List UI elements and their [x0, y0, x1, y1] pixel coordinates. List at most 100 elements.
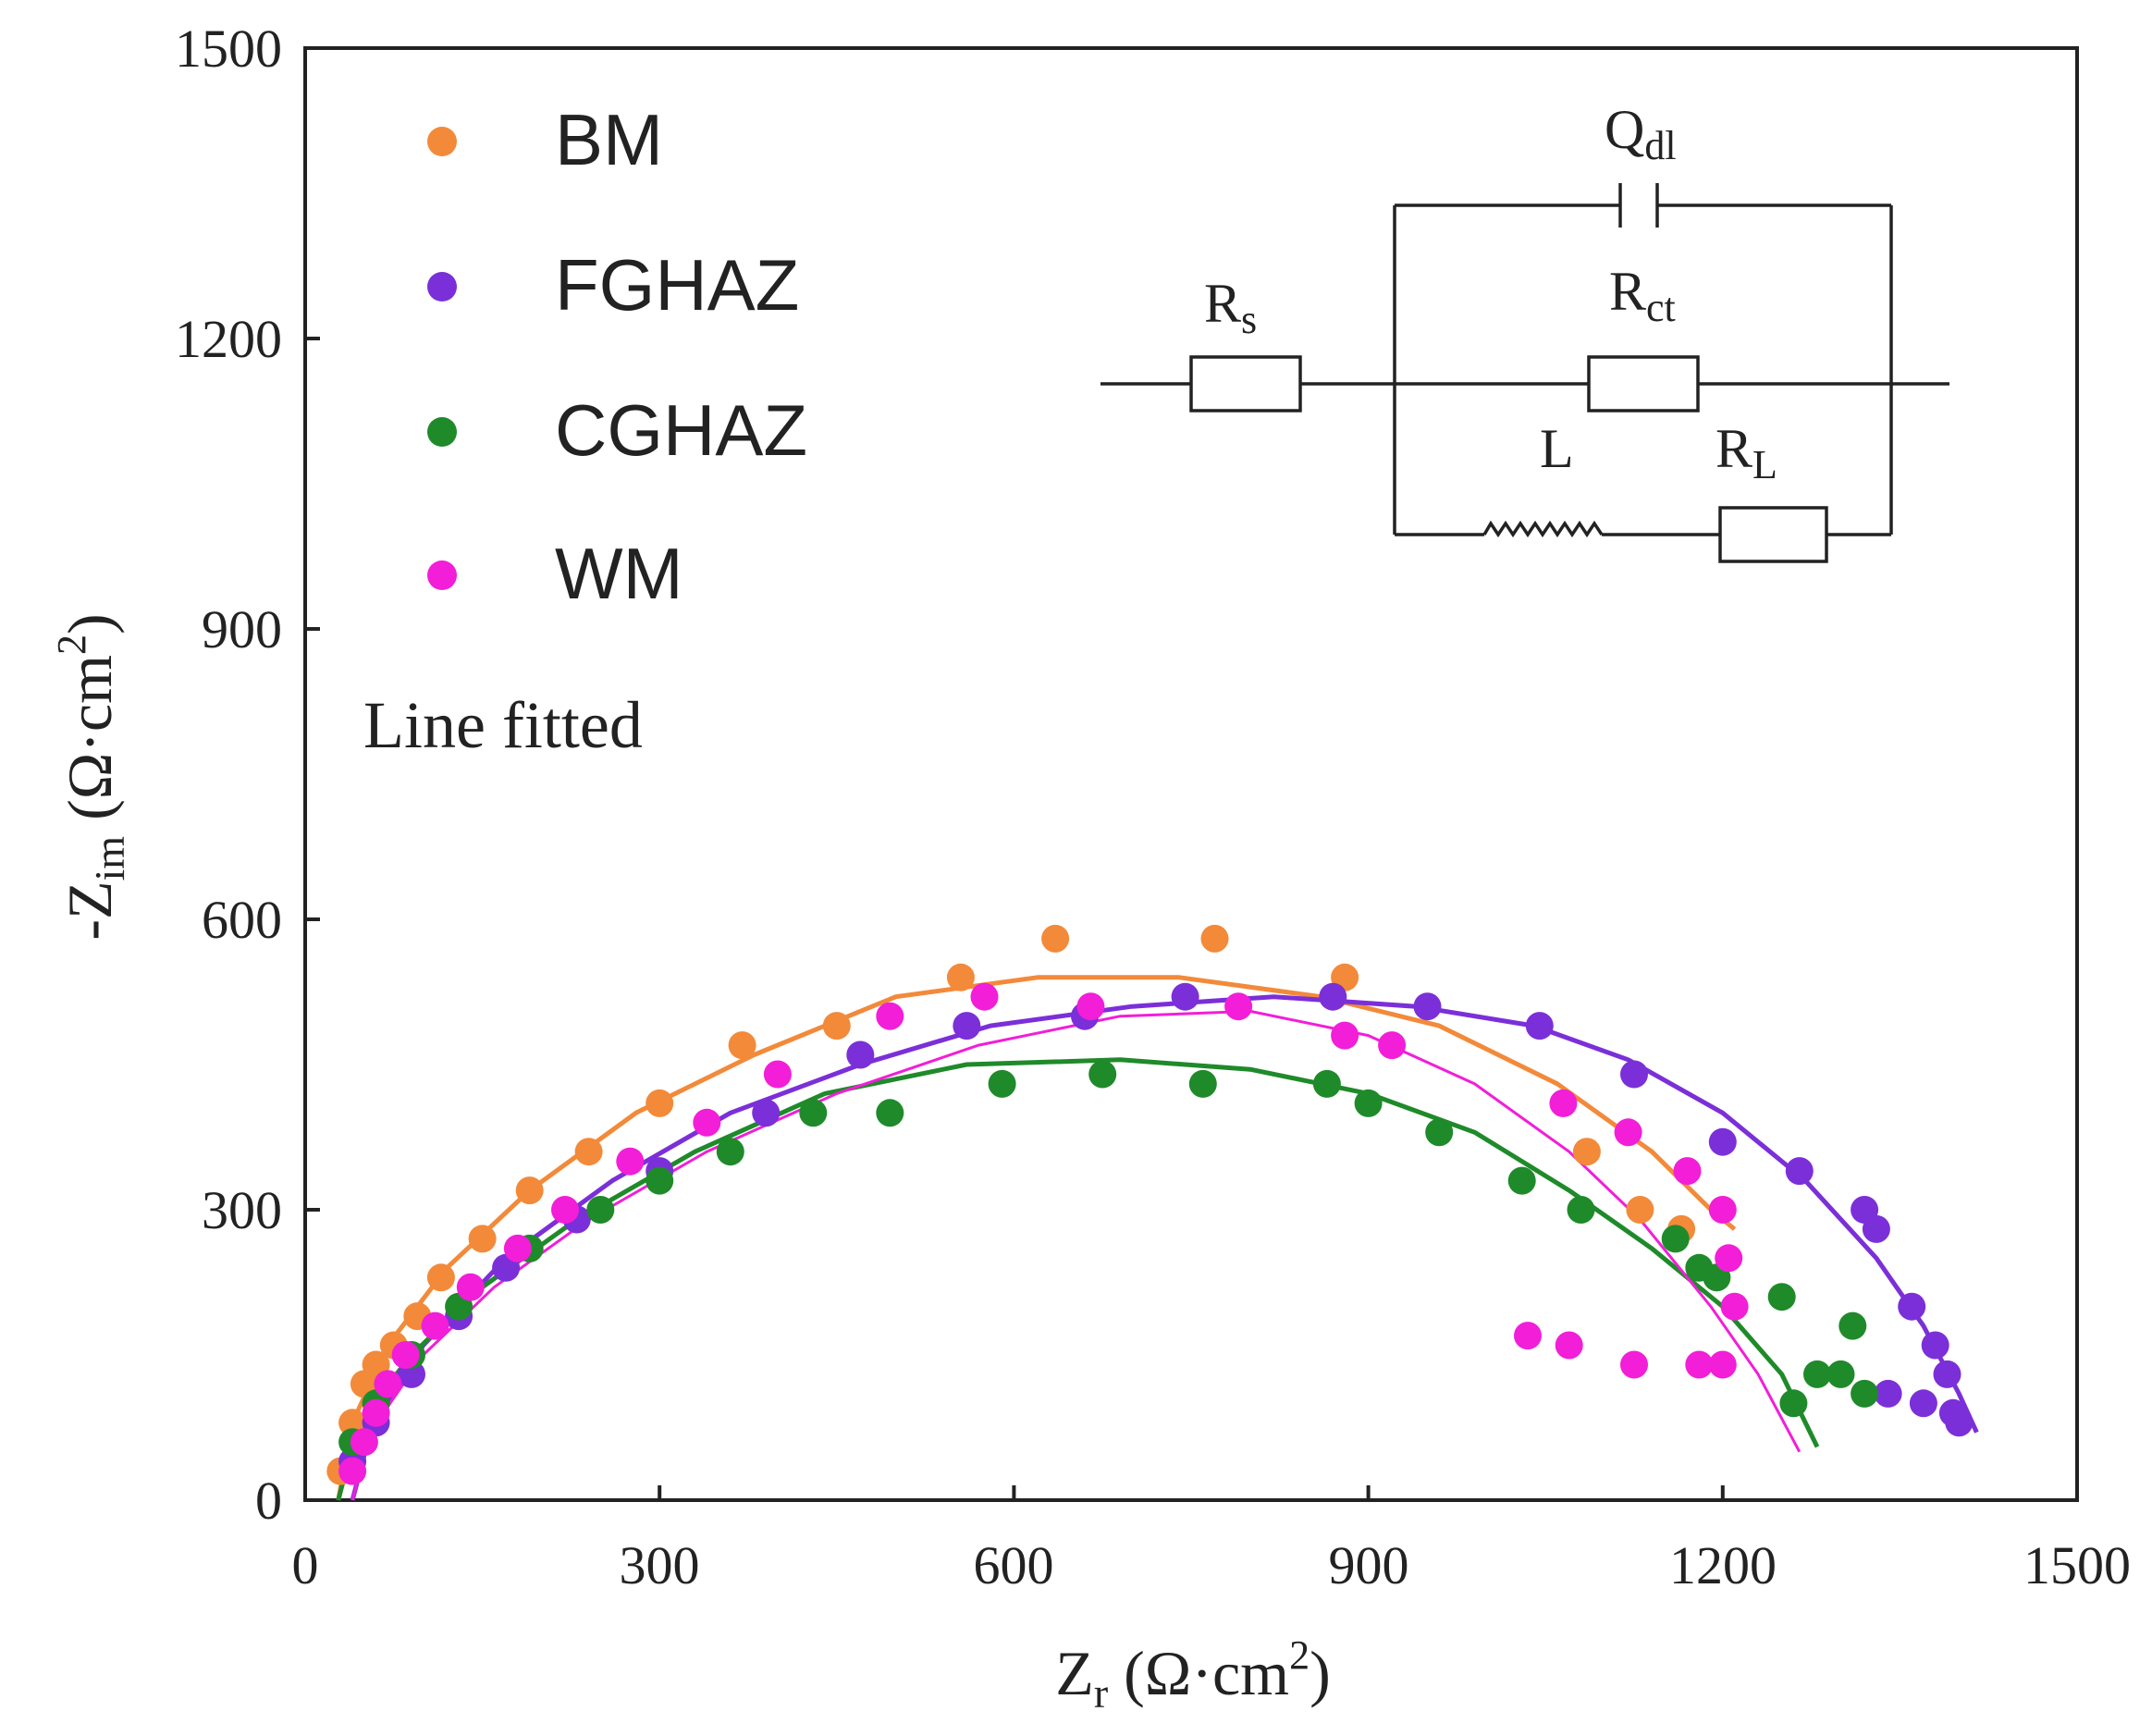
- legend-marker-wm: [427, 560, 457, 590]
- data-point-cghaz: [1838, 1311, 1867, 1340]
- data-point-wm: [1555, 1331, 1583, 1360]
- label-rct: Rct: [1609, 261, 1676, 330]
- data-point-fghaz: [1862, 1214, 1890, 1243]
- data-point-wm: [1620, 1350, 1648, 1379]
- data-point-wm: [338, 1457, 367, 1485]
- data-point-cghaz: [716, 1138, 744, 1166]
- data-point-wm: [1224, 992, 1253, 1021]
- label-l: L: [1540, 418, 1574, 479]
- fit-line-wm: [350, 1009, 1802, 1501]
- data-point-bm: [468, 1225, 497, 1253]
- data-point-wm: [503, 1234, 532, 1262]
- data-point-bm: [822, 1012, 851, 1040]
- data-points: [326, 924, 1974, 1485]
- resistor-rl: [1718, 506, 1828, 563]
- data-point-wm: [1715, 1244, 1743, 1273]
- data-point-wm: [1708, 1350, 1737, 1379]
- data-point-wm: [551, 1196, 579, 1224]
- data-point-fghaz: [1413, 992, 1442, 1021]
- data-point-cghaz: [1851, 1379, 1879, 1408]
- data-point-cghaz: [876, 1099, 904, 1127]
- x-tick-labels: 0 300 600 900 1200 1500: [292, 1535, 2132, 1595]
- legend-marker-bm: [427, 127, 457, 156]
- data-point-fghaz: [1525, 1012, 1554, 1040]
- data-point-wm: [456, 1273, 485, 1301]
- data-point-cghaz: [988, 1069, 1016, 1098]
- data-point-wm: [1614, 1118, 1642, 1147]
- y-tick-labels: 0 300 600 900 1200 1500: [175, 18, 282, 1531]
- data-point-fghaz: [1171, 982, 1199, 1011]
- data-point-wm: [1708, 1196, 1737, 1224]
- data-point-cghaz: [646, 1166, 674, 1195]
- data-point-cghaz: [1354, 1089, 1383, 1117]
- legend-note: Line fitted: [363, 688, 643, 762]
- data-point-fghaz: [1933, 1360, 1961, 1388]
- data-point-fghaz: [1620, 1060, 1648, 1089]
- data-point-wm: [970, 982, 999, 1011]
- data-point-cghaz: [1507, 1166, 1536, 1195]
- legend-marker-cghaz: [427, 417, 457, 447]
- x-tick-label: 900: [1329, 1535, 1409, 1595]
- legend-marker-fghaz: [427, 272, 457, 302]
- data-point-wm: [362, 1398, 390, 1427]
- equivalent-circuit: Rs Qdl Rct L RL: [1101, 99, 1949, 563]
- y-tick-label: 900: [202, 599, 282, 659]
- data-point-wm: [1673, 1157, 1702, 1186]
- y-tick-label: 600: [202, 890, 282, 950]
- x-tick-label: 300: [620, 1535, 700, 1595]
- data-point-bm: [1200, 924, 1229, 953]
- data-point-bm: [946, 963, 975, 991]
- data-point-wm: [1549, 1089, 1578, 1117]
- data-point-wm: [1720, 1292, 1749, 1321]
- data-point-cghaz: [1188, 1069, 1217, 1098]
- y-tick-label: 1200: [175, 309, 282, 369]
- data-point-cghaz: [1567, 1196, 1595, 1224]
- data-point-bm: [1572, 1138, 1601, 1166]
- label-rl: RL: [1715, 418, 1777, 487]
- data-point-cghaz: [1779, 1389, 1808, 1418]
- data-point-wm: [693, 1108, 721, 1137]
- data-point-bm: [515, 1176, 544, 1205]
- data-point-fghaz: [752, 1099, 781, 1127]
- data-point-cghaz: [1826, 1360, 1855, 1388]
- data-point-wm: [1514, 1322, 1542, 1350]
- data-point-fghaz: [1319, 982, 1347, 1011]
- data-point-wm: [1685, 1350, 1714, 1379]
- y-tick-label: 0: [255, 1471, 282, 1531]
- data-point-bm: [1626, 1196, 1654, 1224]
- plot-frame: [303, 46, 2079, 1502]
- y-axis-title: -Zim (Ω·cm2): [49, 613, 133, 940]
- data-point-cghaz: [799, 1099, 828, 1127]
- resistor-rct: [1587, 355, 1700, 412]
- data-point-cghaz: [1803, 1360, 1831, 1388]
- data-point-cghaz: [1661, 1225, 1690, 1253]
- x-tick-label: 1200: [1669, 1535, 1777, 1595]
- data-point-bm: [426, 1263, 455, 1292]
- axis-ticks: [303, 46, 2079, 1502]
- legend-label-cghaz: CGHAZ: [555, 389, 807, 471]
- data-point-wm: [1076, 992, 1105, 1021]
- data-point-fghaz: [953, 1012, 981, 1040]
- data-point-fghaz: [1898, 1292, 1926, 1321]
- fit-line-cghaz: [336, 1057, 1820, 1501]
- data-point-fghaz: [1921, 1331, 1949, 1360]
- data-point-wm: [876, 1002, 904, 1030]
- data-point-wm: [763, 1060, 792, 1089]
- data-point-wm: [421, 1311, 449, 1340]
- y-tick-label: 1500: [175, 18, 282, 79]
- data-point-wm: [391, 1341, 420, 1369]
- legend-label-fghaz: FGHAZ: [555, 244, 799, 326]
- data-point-bm: [728, 1031, 756, 1060]
- data-point-cghaz: [586, 1196, 615, 1224]
- data-point-wm: [374, 1370, 402, 1398]
- fit-lines: [336, 975, 1979, 1501]
- data-point-bm: [646, 1089, 674, 1117]
- legend: BM FGHAZ CGHAZ WM Line fitted: [363, 99, 807, 762]
- data-point-wm: [1378, 1031, 1407, 1060]
- data-point-cghaz: [1425, 1118, 1454, 1147]
- x-tick-label: 600: [974, 1535, 1054, 1595]
- y-tick-label: 300: [202, 1180, 282, 1240]
- data-point-fghaz: [1708, 1127, 1737, 1156]
- legend-label-bm: BM: [555, 99, 663, 180]
